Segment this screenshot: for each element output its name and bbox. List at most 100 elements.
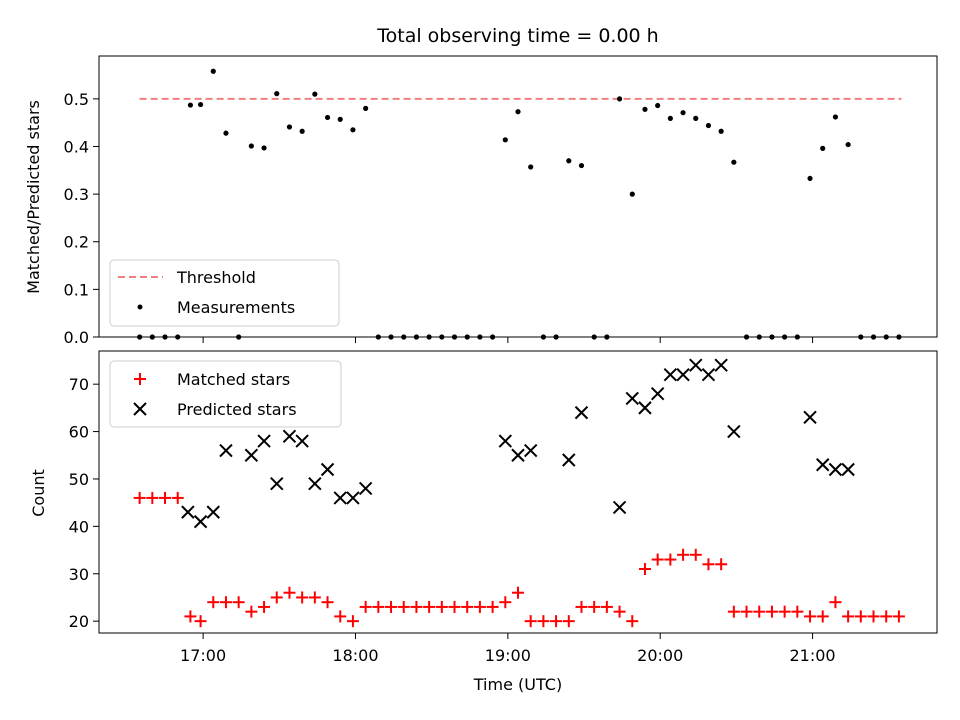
predicted-star-point xyxy=(701,367,716,382)
predicted-star-point xyxy=(308,476,322,491)
measurement-point xyxy=(312,91,318,97)
matched-star-point xyxy=(410,600,423,613)
measurement-point xyxy=(210,68,216,74)
matched-star-point xyxy=(537,615,550,628)
measurement-point xyxy=(286,124,293,130)
measurement-point xyxy=(261,145,267,151)
matched-star-point xyxy=(270,591,283,604)
top-y-ticks: 0.0 0.1 0.2 0.3 0.4 0.5 xyxy=(64,90,99,347)
predicted-star-point xyxy=(333,491,347,505)
matched-star-points xyxy=(133,491,905,628)
bottom-plot-frame xyxy=(98,350,938,634)
matched-star-point xyxy=(753,605,766,618)
matched-star-point xyxy=(562,615,575,628)
matched-star-point xyxy=(296,591,309,604)
count-panel: 20 30 40 50 60 70 17:00 18:00 19:00 20:00 21:00 C… xyxy=(29,350,938,694)
predicted-star-point xyxy=(727,424,741,439)
x-tick-label: 18:00 xyxy=(332,646,378,665)
predicted-star-point xyxy=(206,505,220,519)
ratio-panel: 0.0 0.1 0.2 0.3 0.4 0.5 Matched/Predicted sta… xyxy=(24,55,938,347)
measurement-point xyxy=(528,164,534,170)
matched-star-point xyxy=(740,605,753,618)
matched-star-point xyxy=(184,610,197,623)
predicted-star-point xyxy=(181,505,195,519)
matched-star-point xyxy=(486,600,499,613)
matched-star-point xyxy=(133,491,146,504)
matched-star-point xyxy=(702,558,715,571)
matched-star-point xyxy=(804,610,817,623)
predicted-star-point xyxy=(689,358,703,372)
predicted-star-point xyxy=(282,429,297,444)
matched-star-point xyxy=(397,600,410,613)
matched-star-point xyxy=(346,615,359,628)
measurement-point xyxy=(705,122,712,129)
matched-star-point xyxy=(372,600,385,613)
measurement-point xyxy=(642,106,648,112)
legend-matched-swatch xyxy=(134,373,146,385)
predicted-star-point xyxy=(219,443,233,458)
measurement-point xyxy=(274,91,280,97)
bottom-y-axis-label: Count xyxy=(29,469,48,517)
top-x-ticks xyxy=(202,337,814,343)
measurement-point xyxy=(680,110,686,116)
predicted-star-point xyxy=(257,434,271,448)
matched-star-point xyxy=(677,548,690,561)
matched-star-point xyxy=(194,615,207,628)
matched-star-point xyxy=(385,600,398,613)
matched-star-point xyxy=(258,600,271,613)
x-tick-label: 21:00 xyxy=(790,646,836,665)
matched-star-point xyxy=(461,600,474,613)
measurement-point xyxy=(693,115,699,121)
matched-star-point xyxy=(638,563,651,576)
top-y-tick-label: 0.3 xyxy=(64,185,89,204)
predicted-star-point xyxy=(638,401,652,415)
matched-star-point xyxy=(146,491,159,504)
matched-star-point xyxy=(423,600,436,613)
predicted-star-point xyxy=(346,491,360,505)
predicted-star-point xyxy=(841,462,855,477)
matched-star-point xyxy=(842,610,855,623)
matched-star-point xyxy=(550,615,563,628)
matched-star-point xyxy=(499,596,512,609)
matched-star-point xyxy=(283,586,296,599)
x-tick-label: 20:00 xyxy=(637,646,683,665)
top-legend: Threshold Measurements xyxy=(109,259,340,327)
predicted-star-point xyxy=(523,443,538,458)
matched-star-point xyxy=(321,596,334,609)
measurement-point xyxy=(350,127,356,133)
top-y-tick-label: 0.4 xyxy=(64,137,89,156)
measurement-point xyxy=(578,162,585,169)
predicted-star-point xyxy=(295,434,309,448)
bottom-y-tick-label: 70 xyxy=(69,375,89,394)
bottom-legend-box xyxy=(109,360,342,428)
matched-star-point xyxy=(626,615,639,628)
bottom-y-tick-label: 20 xyxy=(69,612,89,631)
matched-star-point xyxy=(651,553,664,566)
bottom-y-tick-label: 30 xyxy=(69,565,89,584)
measurement-point xyxy=(248,143,254,149)
predicted-star-point xyxy=(270,476,284,491)
measurement-point xyxy=(363,105,369,111)
matched-star-point xyxy=(219,596,232,609)
measurement-point xyxy=(502,137,508,143)
measurement-point xyxy=(299,128,305,134)
measurement-point xyxy=(515,109,521,115)
matched-star-point xyxy=(159,491,172,504)
matched-star-point xyxy=(791,605,804,618)
predicted-star-point xyxy=(244,448,259,462)
matched-star-point xyxy=(778,605,791,618)
matched-star-point xyxy=(613,605,626,618)
matched-star-point xyxy=(664,553,677,566)
measurement-point xyxy=(616,96,623,102)
legend-threshold-label: Threshold xyxy=(176,268,256,287)
measurement-point xyxy=(667,115,673,121)
predicted-star-point xyxy=(358,481,373,496)
matched-star-point xyxy=(715,558,728,571)
matched-star-point xyxy=(892,610,905,623)
matched-star-point xyxy=(512,586,524,599)
predicted-star-point xyxy=(676,367,690,382)
matched-star-point xyxy=(867,610,880,623)
predicted-star-point xyxy=(650,386,665,401)
